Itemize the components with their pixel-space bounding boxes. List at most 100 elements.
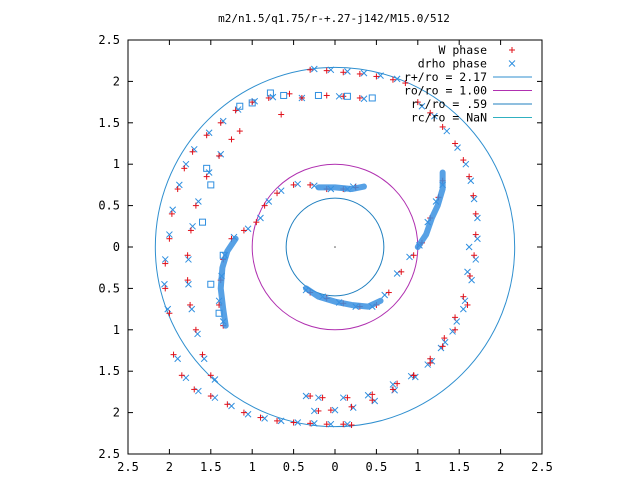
w-phase-point: [466, 173, 473, 180]
w-phase-point: [240, 409, 247, 416]
w-phase-point: [344, 394, 351, 401]
drho-phase-point: [166, 231, 173, 238]
w-phase-point: [439, 123, 446, 130]
drho-phase-point: [331, 406, 339, 414]
drho-phase-point: [431, 112, 438, 120]
w-phase-point: [410, 372, 417, 379]
drho-phase-point: [339, 394, 347, 402]
drho-phase-point: [393, 75, 401, 83]
w-phase-point: [261, 202, 268, 209]
w-phase-point: [472, 210, 479, 217]
drho-phase-point: [185, 280, 192, 288]
w-phase-point: [207, 372, 214, 379]
legend-label: rc/ro = NaN: [411, 111, 487, 125]
drho-phase-point: [294, 419, 302, 426]
w-phase-point: [298, 94, 305, 101]
w-phase-point: [398, 268, 405, 275]
drho-phase-point: [174, 355, 182, 363]
w-phase-point: [216, 152, 223, 159]
legend-label: ro/ro = 1.00: [404, 84, 487, 98]
w-phase-point: [253, 219, 260, 226]
x-tick-label: 0.5: [283, 460, 305, 474]
w-phase-point: [307, 181, 314, 188]
w-phase-point: [340, 421, 347, 428]
square-point: [207, 181, 215, 189]
y-tick-label: 2.5: [98, 33, 120, 47]
legend-label: drho phase: [418, 57, 487, 71]
w-phase-point: [192, 326, 199, 333]
legend-symbol: [509, 47, 515, 53]
w-phase-point: [410, 252, 417, 259]
y-tick-label: 2.5: [98, 447, 120, 461]
drho-phase-point: [360, 69, 368, 77]
w-phase-point: [184, 252, 191, 259]
w-phase-point: [286, 90, 293, 97]
w-phase-point: [340, 93, 347, 100]
drho-phase-point: [459, 305, 467, 313]
w-phase-point: [394, 380, 401, 387]
drho-phase-point: [261, 415, 268, 422]
x-tick-label: 1: [414, 460, 421, 474]
w-phase-point: [471, 252, 478, 259]
drho-phase-point: [470, 195, 478, 203]
drho-phase-point: [335, 92, 343, 100]
w-phase-point: [178, 372, 185, 379]
chart-title: m2/n1.5/q1.75/r-+.27-j142/M15.0/512: [218, 12, 450, 25]
x-tick-label: 2: [497, 460, 504, 474]
w-phase-point: [356, 94, 363, 101]
drho-phase-point: [294, 180, 302, 188]
w-phase-point: [257, 414, 264, 421]
w-phase-point: [224, 401, 231, 408]
dense-band-3: [414, 169, 446, 250]
w-phase-point: [356, 70, 363, 77]
x-tick-label: 1.5: [448, 460, 470, 474]
legend-symbol: [508, 60, 516, 67]
drho-phase-point: [161, 280, 168, 288]
drho-phase-point: [465, 243, 473, 251]
w-phase-point: [174, 186, 181, 193]
y-tick-label: 1: [113, 157, 120, 171]
drho-phase-point: [418, 102, 426, 110]
w-phase-point: [369, 397, 376, 404]
y-tick-label: 2: [113, 406, 120, 420]
w-phase-point: [389, 76, 396, 83]
w-phase-point: [192, 202, 199, 209]
dense-band-2: [217, 235, 239, 329]
drho-phase-point: [310, 407, 318, 415]
square-point: [203, 164, 211, 172]
w-phase-point: [466, 272, 473, 279]
square-point: [199, 218, 207, 226]
w-phase-point: [441, 335, 448, 342]
w-phase-point: [385, 289, 392, 296]
w-phase-point: [170, 351, 177, 358]
w-phase-point: [217, 119, 224, 126]
drho-phase-point: [302, 392, 310, 400]
w-phase-point: [427, 359, 434, 366]
y-tick-label: 1.5: [98, 364, 120, 378]
legend-label: r-/ro = .59: [411, 97, 487, 111]
w-phase-point: [189, 148, 196, 155]
legend-label: W phase: [439, 43, 488, 57]
drho-phase-point: [377, 72, 384, 79]
dense-band-0: [315, 183, 367, 193]
x-tick-label: 2.5: [531, 460, 553, 474]
drho-phase-point: [310, 65, 318, 73]
w-phase-point: [307, 66, 314, 73]
w-phase-point: [290, 181, 297, 188]
x-tick-label: 1.5: [200, 460, 222, 474]
drho-phase-point: [327, 420, 335, 428]
w-phase-point: [290, 419, 297, 426]
w-phase-point: [340, 69, 347, 76]
w-phase-point: [319, 394, 326, 401]
y-tick-label: 0: [113, 240, 120, 254]
data-points: [161, 65, 481, 429]
w-phase-point: [162, 285, 169, 292]
square-point: [343, 92, 351, 100]
drho-phase-point: [277, 417, 285, 425]
center-dot: [334, 246, 336, 248]
w-phase-point: [307, 393, 314, 400]
w-phase-point: [184, 277, 191, 284]
drho-phase-point: [344, 420, 351, 428]
w-phase-point: [181, 165, 188, 172]
